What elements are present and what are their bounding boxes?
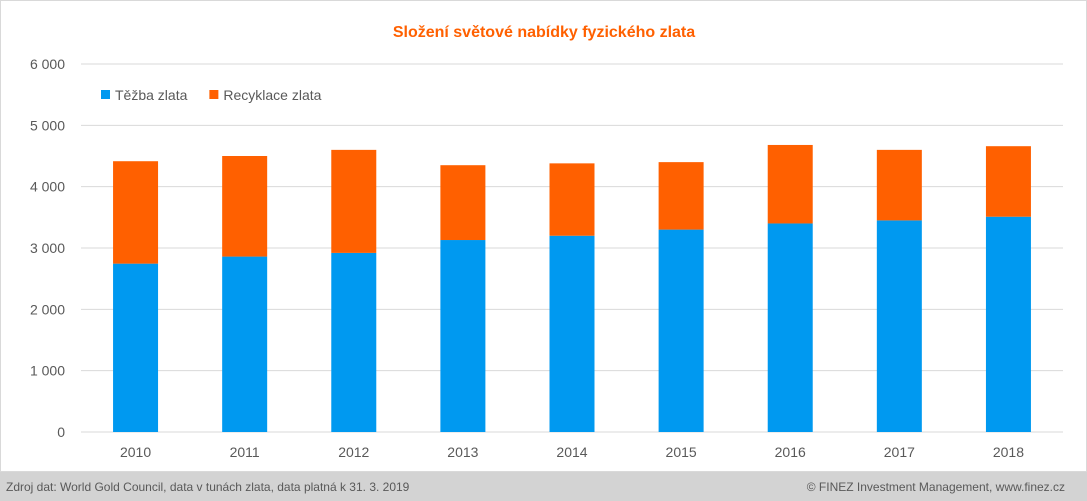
x-tick-label: 2013 [447, 444, 478, 460]
y-axis-ticks: 0 1 000 2 000 3 000 4 000 5 000 6 000 [30, 56, 65, 440]
bar-segment [767, 223, 813, 432]
legend-swatch [101, 90, 110, 99]
bar-segment [113, 263, 159, 432]
bar-segment [876, 149, 922, 221]
bar-segment [549, 163, 595, 236]
bar-segment [549, 235, 595, 432]
chart-frame: Složení světové nabídky fyzického zlata … [0, 0, 1087, 472]
x-tick-label: 2017 [884, 444, 915, 460]
bars [113, 144, 1031, 432]
x-tick-label: 2018 [993, 444, 1024, 460]
bar-segment [440, 165, 486, 241]
x-tick-label: 2012 [338, 444, 369, 460]
credit-note: © FINEZ Investment Management, www.finez… [806, 480, 1065, 494]
bar-segment [876, 220, 922, 432]
x-tick-label: 2015 [666, 444, 697, 460]
bar-segment [767, 144, 813, 224]
stacked-bar-chart: Složení světové nabídky fyzického zlata … [30, 24, 1063, 460]
chart-title: Složení světové nabídky fyzického zlata [393, 24, 695, 41]
source-note: Zdroj dat: World Gold Council, data v tu… [6, 480, 410, 494]
footer-bar: Zdroj dat: World Gold Council, data v tu… [0, 472, 1087, 501]
bar-segment [658, 229, 704, 432]
legend-swatch [209, 90, 219, 99]
legend-label: Těžba zlata [115, 87, 188, 103]
y-tick-label: 6 000 [30, 56, 65, 72]
x-tick-label: 2010 [120, 444, 151, 460]
bar-segment [331, 252, 377, 432]
bar-segment [222, 156, 268, 257]
y-tick-label: 1 000 [30, 363, 65, 379]
bar-segment [985, 216, 1031, 432]
bar-segment [331, 149, 377, 253]
x-tick-label: 2011 [230, 444, 260, 460]
legend: Těžba zlata Recyklace zlata [101, 87, 322, 103]
y-tick-label: 4 000 [30, 179, 65, 195]
bar-segment [113, 161, 159, 264]
x-axis-ticks: 2010 2011 2012 2013 2014 2015 2016 2017 2018 [120, 444, 1024, 460]
x-tick-label: 2014 [556, 444, 587, 460]
legend-label: Recyklace zlata [223, 87, 321, 103]
y-tick-label: 5 000 [30, 117, 65, 133]
y-tick-label: 2 000 [30, 301, 65, 317]
y-tick-label: 0 [57, 424, 65, 440]
bar-segment [222, 256, 268, 432]
bar-segment [658, 162, 704, 230]
x-tick-label: 2016 [775, 444, 806, 460]
bar-segment [440, 240, 486, 432]
bar-segment [985, 146, 1031, 217]
y-tick-label: 3 000 [30, 240, 65, 256]
